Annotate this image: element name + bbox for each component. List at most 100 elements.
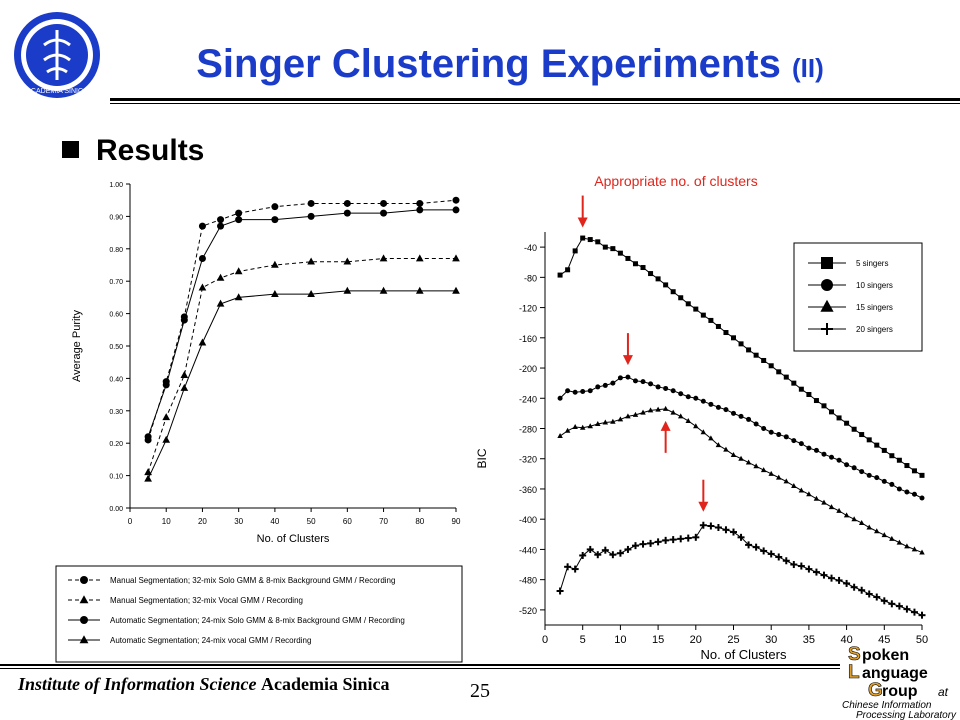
bic-series-0-point: [806, 391, 812, 397]
purity-y-tick-label: 1.00: [109, 182, 123, 189]
purity-series-1-point: [180, 370, 189, 378]
bullet-heading: Results: [96, 134, 205, 167]
bic-series-3-point: [639, 540, 647, 548]
footer-academia: Academia Sinica: [261, 674, 390, 694]
bic-y-tick-label: -480: [519, 576, 537, 586]
logo-sub2: Processing Laboratory: [856, 710, 957, 720]
bic-series-0-point: [791, 380, 797, 386]
footer-rule-thick: [0, 664, 840, 666]
bic-y-tick-label: -440: [519, 545, 537, 555]
purity-x-tick-label: 10: [162, 517, 171, 526]
bic-series-2-point: [821, 499, 827, 505]
bic-x-tick-label: 20: [690, 634, 702, 646]
bic-series-3-point: [895, 602, 903, 610]
bic-series-1-point: [738, 413, 744, 419]
bic-series-0-point: [829, 409, 835, 415]
bic-series-3-point: [662, 536, 670, 544]
bic-series-1-point: [851, 465, 857, 471]
purity-series-0-point: [452, 196, 460, 204]
purity-legend-label-3: Automatic Segmentation; 24-mix vocal GMM…: [110, 636, 311, 645]
bic-series-1-point: [753, 421, 759, 427]
bic-series-2-point: [670, 409, 676, 415]
bic-series-2-point: [610, 418, 616, 424]
bic-series-0-point: [632, 261, 638, 267]
bic-series-2-point: [564, 427, 571, 433]
bic-series-3-point: [647, 539, 655, 547]
purity-chart-legend: Manual Segmentation; 32-mix Solo GMM & 8…: [55, 565, 463, 663]
bic-series-1-point: [708, 401, 714, 407]
bic-series-1-point: [806, 445, 812, 451]
bic-series-3-point: [677, 535, 685, 543]
purity-x-tick-label: 50: [307, 517, 316, 526]
bic-series-2-point: [625, 413, 631, 419]
bic-series-1-point: [768, 429, 774, 435]
bic-y-tick-label: -320: [519, 455, 537, 465]
bic-chart-annotation: Appropriate no. of clusters: [594, 173, 757, 189]
bic-series-0-point: [881, 447, 887, 453]
bic-series-1-point: [678, 391, 684, 397]
bic-series-3-point: [601, 546, 609, 554]
bic-y-tick-label: -360: [519, 485, 537, 495]
bic-chart-axes: -40 -80 -120 -160 -200 -240 -280 -320 -360 -400 -4…: [519, 232, 928, 646]
purity-series-3-point: [216, 299, 225, 307]
bic-series-1-point: [881, 478, 887, 484]
bic-x-tick-label: 0: [542, 634, 548, 646]
bic-series-0-point: [572, 248, 578, 254]
purity-legend-label-1: Manual Segmentation; 32-mix Vocal GMM / …: [110, 596, 303, 605]
purity-x-tick-label: 90: [452, 517, 461, 526]
bic-series-3-point: [865, 590, 873, 598]
bic-series-1-point: [783, 434, 789, 440]
purity-legend-label-0: Manual Segmentation; 32-mix Solo GMM & 8…: [110, 576, 395, 585]
purity-series-3-point: [162, 435, 171, 443]
bic-series-2-point: [896, 539, 903, 545]
purity-legend-marker-1: [79, 595, 89, 604]
bic-series-3-point: [805, 565, 813, 573]
bic-chart-ylabel: BIC: [475, 448, 489, 468]
purity-series-1-point: [198, 283, 207, 291]
purity-y-tick-label: 0.80: [109, 247, 123, 254]
bic-series-0-point: [580, 235, 586, 241]
bic-series-3-point: [828, 574, 836, 582]
purity-series-2-point: [217, 222, 225, 230]
bic-chart-legend: 5 singers 10 singers 15 singers 20 singers: [793, 242, 923, 352]
purity-chart-ylabel: Average Purity: [71, 310, 83, 382]
bic-series-3-point: [850, 583, 858, 591]
footer-rule-thin: [0, 668, 840, 669]
purity-series-1-point: [379, 254, 388, 262]
purity-series-1-point: [216, 273, 225, 281]
purity-legend-label-2: Automatic Segmentation; 24-mix Solo GMM …: [110, 616, 405, 625]
bic-series-1-point: [610, 380, 616, 386]
bic-series-0-point: [813, 398, 819, 404]
bic-series-1-point: [587, 388, 593, 394]
bic-series-3-point: [858, 586, 866, 594]
bic-series-0-point: [565, 267, 571, 273]
bic-legend-marker-2: [820, 299, 834, 312]
bic-series-2-point: [760, 467, 767, 473]
bic-y-tick-label: -520: [519, 606, 537, 616]
purity-legend-marker-3: [79, 635, 89, 644]
bic-series-1-point: [731, 410, 736, 416]
bic-series-0-point: [715, 323, 721, 329]
bic-series-2-point: [858, 519, 865, 525]
bic-series-3-point: [752, 543, 760, 551]
bic-series-0-point: [836, 415, 842, 421]
bic-series-2-point: [685, 417, 692, 423]
purity-series-line-0: [147, 199, 457, 441]
bic-series-2-point: [647, 407, 654, 413]
bic-y-tick-label: -120: [519, 304, 537, 314]
bic-y-tick-label: -280: [519, 425, 537, 435]
purity-series-3-point: [452, 286, 460, 294]
bic-series-2-point: [738, 455, 744, 461]
bic-series-0-point: [776, 369, 782, 375]
bic-series-0-point: [700, 312, 706, 318]
bic-series-1-point: [829, 454, 835, 460]
bic-series-2-point: [587, 423, 593, 429]
logo-initial-l: L: [848, 662, 860, 683]
bic-series-1-point: [670, 388, 676, 394]
purity-series-0-point: [235, 209, 243, 217]
bic-series-3-point: [737, 533, 745, 541]
logo-line-1: poken: [862, 647, 909, 664]
bic-series-3-point: [820, 571, 828, 579]
bic-series-0-point: [746, 347, 752, 353]
